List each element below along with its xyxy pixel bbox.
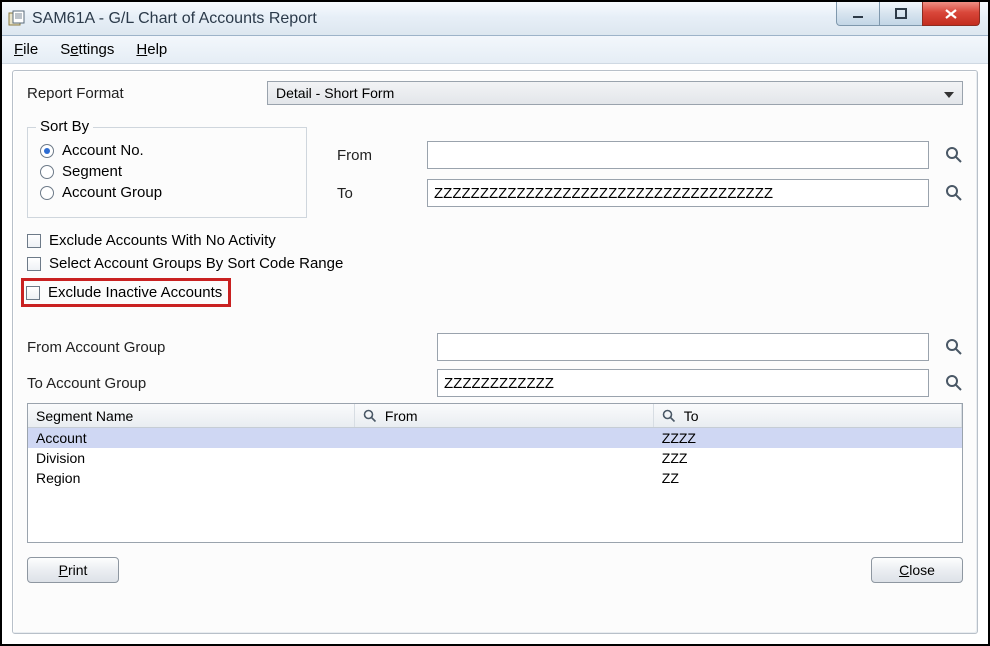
col-to-label: To	[684, 408, 699, 424]
to-label: To	[337, 185, 417, 202]
checkbox-exclude-no-activity[interactable]: Exclude Accounts With No Activity	[27, 232, 963, 249]
from-account-group-field[interactable]	[437, 333, 929, 361]
to-account-group-field[interactable]: ZZZZZZZZZZZZ	[437, 369, 929, 397]
radio-account-no-label: Account No.	[62, 142, 144, 159]
from-field[interactable]	[427, 141, 929, 169]
table-row[interactable]: Account ZZZZ	[28, 428, 962, 448]
cell-from	[355, 468, 654, 488]
table-row[interactable]: Division ZZZ	[28, 448, 962, 468]
highlight-box: Exclude Inactive Accounts	[21, 278, 231, 307]
menu-help[interactable]: Help	[136, 41, 167, 58]
radio-icon	[40, 144, 54, 158]
sort-by-legend: Sort By	[36, 118, 93, 135]
close-button[interactable]	[922, 2, 980, 26]
menu-file[interactable]: File	[14, 41, 38, 58]
from-label: From	[337, 147, 417, 164]
minimize-button[interactable]	[836, 2, 880, 26]
to-account-group-value: ZZZZZZZZZZZZ	[444, 375, 554, 392]
cell-to: ZZZZ	[654, 428, 962, 448]
to-field[interactable]: ZZZZZZZZZZZZZZZZZZZZZZZZZZZZZZZZZZZZZ	[427, 179, 929, 207]
search-icon[interactable]	[945, 374, 963, 392]
radio-account-no[interactable]: Account No.	[40, 142, 288, 159]
radio-segment[interactable]: Segment	[40, 163, 288, 180]
report-format-combo[interactable]: Detail - Short Form	[267, 81, 963, 105]
checkbox-select-groups-label: Select Account Groups By Sort Code Range	[49, 255, 343, 272]
cell-to: ZZZ	[654, 448, 962, 468]
col-from[interactable]: From	[355, 404, 654, 427]
checkbox-exclude-inactive-label: Exclude Inactive Accounts	[48, 284, 222, 301]
cell-from	[355, 428, 654, 448]
to-account-group-label: To Account Group	[27, 375, 427, 392]
cell-segment-name: Division	[28, 448, 355, 468]
report-format-label: Report Format	[27, 85, 257, 102]
segment-table-header: Segment Name From To	[28, 404, 962, 428]
maximize-button[interactable]	[879, 2, 923, 26]
print-button[interactable]: Print	[27, 557, 119, 583]
col-from-label: From	[385, 408, 418, 424]
to-value: ZZZZZZZZZZZZZZZZZZZZZZZZZZZZZZZZZZZZZ	[434, 185, 773, 202]
col-to[interactable]: To	[654, 404, 962, 427]
checkbox-exclude-no-activity-label: Exclude Accounts With No Activity	[49, 232, 276, 249]
button-bar: Print Close	[27, 557, 963, 583]
close-dialog-button[interactable]: Close	[871, 557, 963, 583]
cell-to: ZZ	[654, 468, 962, 488]
search-icon	[662, 409, 676, 423]
radio-account-group-label: Account Group	[62, 184, 162, 201]
col-segment-name[interactable]: Segment Name	[28, 404, 355, 427]
app-icon	[8, 10, 26, 28]
report-format-value: Detail - Short Form	[276, 85, 394, 101]
title-bar: SAM61A - G/L Chart of Accounts Report	[2, 2, 988, 36]
client-panel: Report Format Detail - Short Form Sort B…	[12, 70, 978, 634]
table-row[interactable]: Region ZZ	[28, 468, 962, 488]
menu-settings[interactable]: Settings	[60, 41, 114, 58]
checkbox-icon	[27, 234, 41, 248]
checkbox-exclude-inactive[interactable]: Exclude Inactive Accounts	[26, 284, 222, 301]
search-icon[interactable]	[945, 338, 963, 356]
segment-table-body: Account ZZZZ Division ZZZ Region ZZ	[28, 428, 962, 542]
dropdown-arrow-icon	[936, 85, 954, 101]
search-icon[interactable]	[945, 146, 963, 164]
cell-segment-name: Region	[28, 468, 355, 488]
radio-icon	[40, 165, 54, 179]
window-title: SAM61A - G/L Chart of Accounts Report	[32, 10, 837, 28]
checkbox-icon	[27, 257, 41, 271]
from-account-group-label: From Account Group	[27, 339, 427, 356]
segment-table: Segment Name From To AccountZZZZDivision…	[27, 403, 963, 543]
checkbox-select-groups-by-sort-code[interactable]: Select Account Groups By Sort Code Range	[27, 255, 963, 272]
checkbox-icon	[26, 286, 40, 300]
search-icon[interactable]	[945, 184, 963, 202]
radio-segment-label: Segment	[62, 163, 122, 180]
cell-from	[355, 448, 654, 468]
cell-segment-name: Account	[28, 428, 355, 448]
window-buttons	[837, 2, 988, 35]
radio-icon	[40, 186, 54, 200]
radio-account-group[interactable]: Account Group	[40, 184, 288, 201]
search-icon	[363, 409, 377, 423]
menu-bar: File Settings Help	[2, 36, 988, 64]
sort-by-group: Sort By Account No. Segment Account Grou…	[27, 127, 307, 218]
